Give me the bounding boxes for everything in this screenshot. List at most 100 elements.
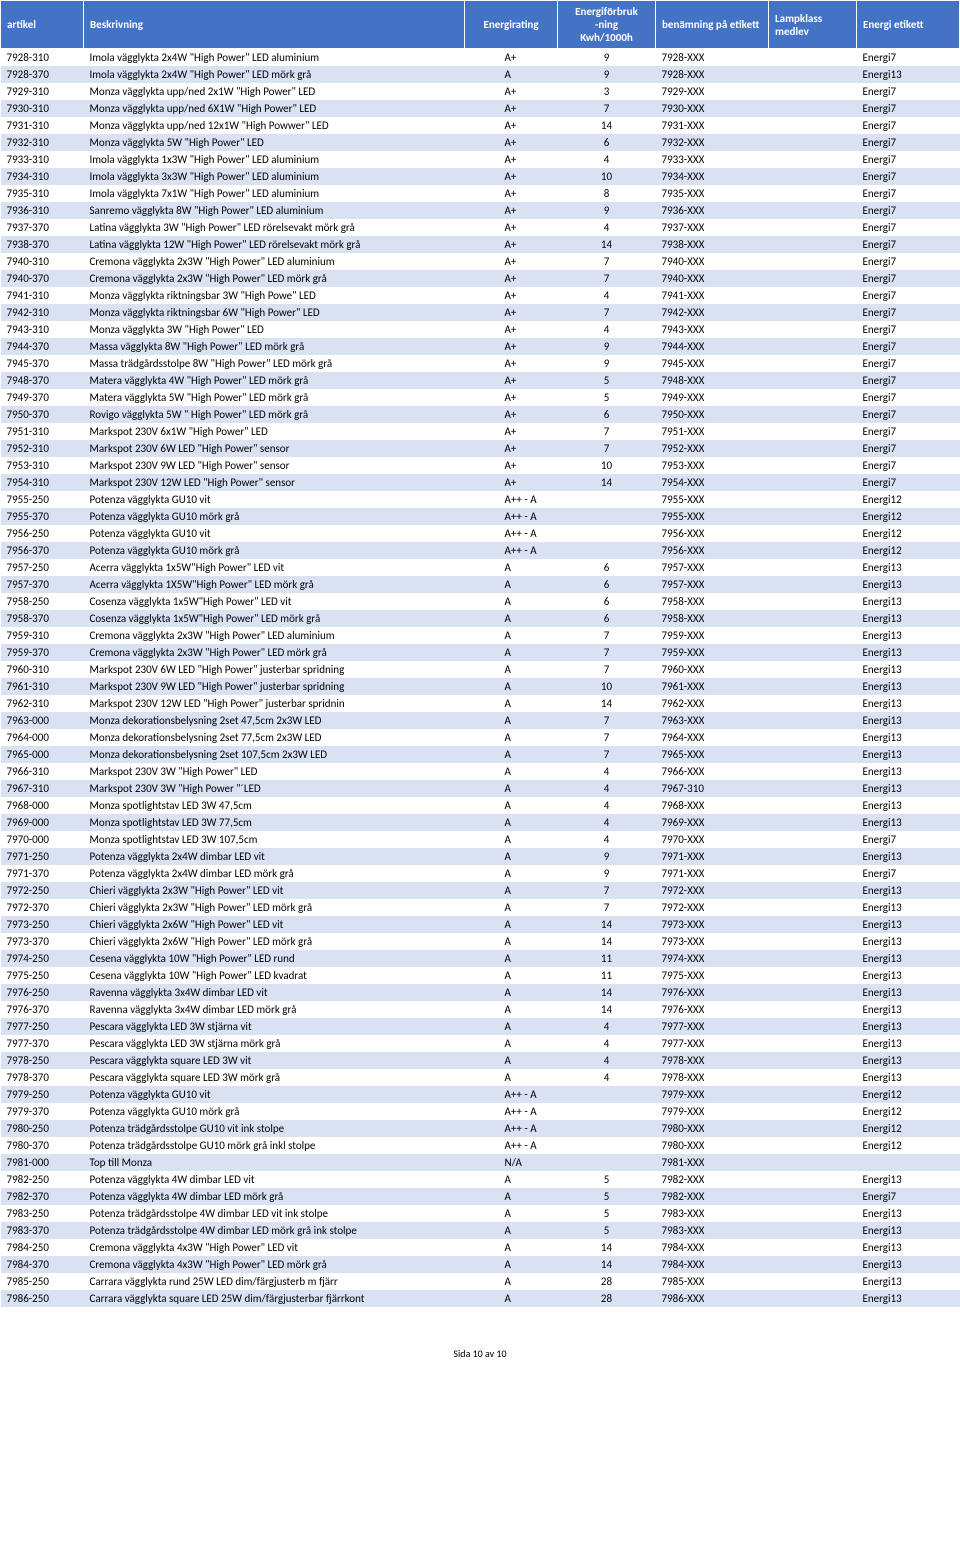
cell-beskrivning: Markspot 230V 9W LED "High Power" sensor: [84, 457, 465, 474]
cell-benamning: 7942-XXX: [656, 304, 769, 321]
header-lampklass: Lampklass medlev: [769, 1, 857, 49]
cell-etikett: Energi7: [857, 389, 960, 406]
cell-benamning: 7955-XXX: [656, 508, 769, 525]
cell-rating: A: [465, 1069, 558, 1086]
table-row: 7980-370Potenza trädgårdsstolpe GU10 mör…: [1, 1137, 960, 1154]
table-row: 7940-370Cremona vägglykta 2x3W "High Pow…: [1, 270, 960, 287]
cell-benamning: 7986-XXX: [656, 1290, 769, 1307]
cell-etikett: Energi7: [857, 406, 960, 423]
cell-etikett: Energi7: [857, 1188, 960, 1205]
cell-forbruk: 7: [558, 746, 656, 763]
table-row: 7984-370Cremona vägglykta 4x3W "High Pow…: [1, 1256, 960, 1273]
cell-benamning: 7984-XXX: [656, 1239, 769, 1256]
cell-lampklass: [769, 406, 857, 423]
cell-artikel: 7980-250: [1, 1120, 84, 1137]
table-row: 7978-250Pescara vägglykta square LED 3W …: [1, 1052, 960, 1069]
cell-benamning: 7949-XXX: [656, 389, 769, 406]
cell-etikett: Energi13: [857, 661, 960, 678]
cell-etikett: Energi13: [857, 1205, 960, 1222]
cell-forbruk: 5: [558, 1222, 656, 1239]
cell-etikett: Energi7: [857, 151, 960, 168]
table-row: 7984-250Cremona vägglykta 4x3W "High Pow…: [1, 1239, 960, 1256]
cell-etikett: Energi13: [857, 967, 960, 984]
cell-artikel: 7973-370: [1, 933, 84, 950]
cell-benamning: 7959-XXX: [656, 644, 769, 661]
cell-forbruk: 7: [558, 899, 656, 916]
cell-lampklass: [769, 1290, 857, 1307]
cell-etikett: Energi13: [857, 1069, 960, 1086]
cell-benamning: 7961-XXX: [656, 678, 769, 695]
cell-beskrivning: Matera vägglykta 4W "High Power" LED mör…: [84, 372, 465, 389]
cell-benamning: 7972-XXX: [656, 899, 769, 916]
cell-beskrivning: Top till Monza: [84, 1154, 465, 1171]
cell-beskrivning: Cremona vägglykta 2x3W "High Power" LED …: [84, 644, 465, 661]
cell-forbruk: 4: [558, 831, 656, 848]
cell-benamning: 7978-XXX: [656, 1052, 769, 1069]
cell-etikett: Energi13: [857, 729, 960, 746]
table-row: 7931-310Monza vägglykta upp/ned 12x1W "H…: [1, 117, 960, 134]
cell-benamning: 7960-XXX: [656, 661, 769, 678]
cell-artikel: 7956-370: [1, 542, 84, 559]
cell-forbruk: 14: [558, 474, 656, 491]
cell-benamning: 7981-XXX: [656, 1154, 769, 1171]
cell-etikett: Energi13: [857, 1171, 960, 1188]
cell-lampklass: [769, 814, 857, 831]
cell-beskrivning: Potenza vägglykta GU10 vit: [84, 525, 465, 542]
cell-artikel: 7959-370: [1, 644, 84, 661]
cell-benamning: 7959-XXX: [656, 627, 769, 644]
cell-forbruk: 14: [558, 695, 656, 712]
cell-forbruk: 6: [558, 559, 656, 576]
table-row: 7977-370Pescara vägglykta LED 3W stjärna…: [1, 1035, 960, 1052]
cell-rating: A+: [465, 474, 558, 491]
table-row: 7972-250Chieri vägglykta 2x3W "High Powe…: [1, 882, 960, 899]
table-row: 7972-370Chieri vägglykta 2x3W "High Powe…: [1, 899, 960, 916]
cell-artikel: 7972-370: [1, 899, 84, 916]
cell-benamning: 7970-XXX: [656, 831, 769, 848]
cell-etikett: Energi7: [857, 355, 960, 372]
cell-etikett: Energi13: [857, 950, 960, 967]
cell-forbruk: 7: [558, 304, 656, 321]
cell-forbruk: 14: [558, 1239, 656, 1256]
cell-rating: A: [465, 559, 558, 576]
cell-artikel: 7980-370: [1, 1137, 84, 1154]
cell-lampklass: [769, 967, 857, 984]
cell-benamning: 7973-XXX: [656, 933, 769, 950]
cell-benamning: 7963-XXX: [656, 712, 769, 729]
cell-lampklass: [769, 1069, 857, 1086]
cell-benamning: 7984-XXX: [656, 1256, 769, 1273]
cell-artikel: 7977-370: [1, 1035, 84, 1052]
cell-forbruk: 9: [558, 49, 656, 67]
cell-forbruk: 6: [558, 593, 656, 610]
cell-beskrivning: Monza dekorationsbelysning 2set 47,5cm 2…: [84, 712, 465, 729]
cell-beskrivning: Potenza vägglykta GU10 mörk grå: [84, 508, 465, 525]
cell-etikett: Energi13: [857, 695, 960, 712]
cell-beskrivning: Monza vägglykta riktningsbar 3W "High Po…: [84, 287, 465, 304]
cell-lampklass: [769, 916, 857, 933]
cell-rating: A+: [465, 151, 558, 168]
cell-beskrivning: Massa trädgårdsstolpe 8W "High Power" LE…: [84, 355, 465, 372]
cell-artikel: 7975-250: [1, 967, 84, 984]
cell-beskrivning: Cremona vägglykta 4x3W "High Power" LED …: [84, 1256, 465, 1273]
cell-rating: A: [465, 933, 558, 950]
cell-forbruk: [558, 508, 656, 525]
cell-etikett: Energi13: [857, 712, 960, 729]
cell-etikett: Energi13: [857, 678, 960, 695]
cell-etikett: Energi13: [857, 916, 960, 933]
cell-lampklass: [769, 1222, 857, 1239]
cell-forbruk: 6: [558, 610, 656, 627]
cell-lampklass: [769, 372, 857, 389]
cell-benamning: 7929-XXX: [656, 83, 769, 100]
cell-beskrivning: Monza vägglykta upp/ned 6X1W "High Power…: [84, 100, 465, 117]
cell-forbruk: 7: [558, 661, 656, 678]
cell-benamning: 7985-XXX: [656, 1273, 769, 1290]
cell-beskrivning: Imola vägglykta 7x1W "High Power" LED al…: [84, 185, 465, 202]
cell-etikett: Energi13: [857, 1290, 960, 1307]
cell-rating: A+: [465, 219, 558, 236]
cell-benamning: 7943-XXX: [656, 321, 769, 338]
cell-lampklass: [769, 1120, 857, 1137]
table-row: 7980-250Potenza trädgårdsstolpe GU10 vit…: [1, 1120, 960, 1137]
cell-artikel: 7954-310: [1, 474, 84, 491]
cell-forbruk: 14: [558, 236, 656, 253]
cell-rating: A+: [465, 134, 558, 151]
cell-lampklass: [769, 49, 857, 67]
